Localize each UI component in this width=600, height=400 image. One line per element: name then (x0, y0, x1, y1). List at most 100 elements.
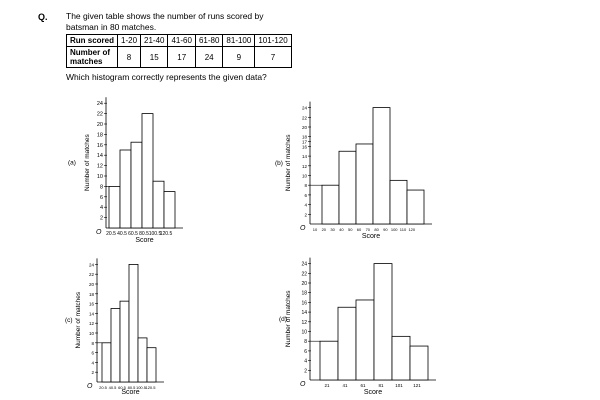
histogram-bar (108, 186, 121, 229)
y-tick-label: 24 (302, 106, 308, 111)
histogram-bar (101, 342, 112, 383)
origin-label: O (87, 383, 93, 390)
y-tick-label: 6 (100, 195, 103, 201)
x-tick-label: 80.5 (128, 385, 137, 390)
y-tick-label: 4 (100, 205, 103, 211)
histogram-bar (163, 191, 176, 229)
y-tick-label: 8 (100, 184, 103, 190)
histogram-bar (110, 308, 121, 383)
histogram-bar (119, 300, 130, 383)
y-tick-label: 6 (304, 193, 307, 198)
table-header-runs: Run scored (66, 34, 118, 47)
histogram-bar (321, 184, 340, 225)
x-axis-label: Score (135, 237, 153, 244)
x-tick-label: 40.5 (109, 385, 118, 390)
x-axis-label: Score (121, 389, 139, 396)
y-axis-label: Number of matches (84, 133, 91, 190)
y-tick-label: 6 (91, 351, 94, 356)
y-tick-label: 4 (304, 203, 307, 208)
y-tick-label: 18 (97, 132, 103, 138)
question-prompt: Which histogram correctly represents the… (66, 72, 267, 82)
y-tick-label: 16 (301, 300, 307, 306)
y-tick-label: 18 (301, 291, 307, 297)
histogram-bar (389, 179, 408, 225)
y-tick-label: 10 (301, 330, 307, 336)
y-tick-label: 12 (97, 164, 103, 170)
histogram-bar (406, 189, 425, 225)
x-tick-label: 120 (408, 227, 415, 232)
y-tick-label: 12 (301, 320, 307, 326)
histogram-bar (128, 263, 139, 383)
y-tick-label: 17 (302, 140, 308, 145)
y-tick-label: 6 (304, 349, 307, 355)
option-label: (a) (68, 160, 76, 167)
y-tick-label: 8 (304, 339, 307, 345)
x-tick-label: 50 (348, 227, 353, 232)
histogram-bar (319, 340, 339, 381)
question-label: Q. (38, 12, 48, 22)
x-tick-label: 40.5 (117, 231, 127, 237)
x-tick-label: 10 (313, 227, 318, 232)
runs-table: Run scored 1-20 21-40 41-60 61-80 81-100… (66, 34, 292, 68)
table-cell: 61-80 (194, 34, 224, 47)
y-axis-label: Number of matches (285, 290, 292, 347)
y-tick-label: 4 (304, 359, 307, 365)
histogram-bar (355, 299, 375, 381)
table-cell: 24 (194, 46, 224, 68)
y-axis-label: Number of matches (285, 134, 292, 191)
x-tick-label: 100.5 (149, 231, 162, 237)
x-tick-label: 70 (366, 227, 371, 232)
y-tick-label: 24 (301, 262, 307, 268)
x-tick-label: 101 (395, 383, 403, 388)
y-tick-label: 8 (91, 341, 94, 346)
x-tick-label: 81 (378, 383, 384, 388)
y-tick-label: 14 (97, 153, 103, 159)
x-tick-label: 100.5 (136, 385, 147, 390)
origin-label: O (300, 381, 306, 388)
x-tick-label: 80 (374, 227, 379, 232)
y-tick-label: 22 (302, 115, 308, 120)
x-tick-label: 110 (400, 227, 407, 232)
table-cell: 17 (167, 46, 196, 68)
x-tick-label: 41 (342, 383, 348, 388)
x-tick-label: 100 (391, 227, 398, 232)
x-tick-label: 20.5 (99, 385, 108, 390)
table-cell: 7 (254, 46, 292, 68)
table-cell: 21-40 (140, 34, 169, 47)
x-tick-label: 21 (324, 383, 330, 388)
x-axis-label: Score (364, 389, 382, 396)
x-tick-label: 120.5 (160, 231, 173, 237)
y-tick-label: 16 (302, 144, 308, 149)
x-tick-label: 90 (383, 227, 388, 232)
histogram-bar (146, 347, 157, 383)
y-tick-label: 2 (91, 370, 94, 375)
histogram-bar (141, 113, 154, 229)
option-label: (d) (279, 316, 287, 323)
y-tick-label: 2 (100, 216, 103, 222)
x-tick-label: 60.5 (118, 385, 127, 390)
y-tick-label: 14 (302, 154, 308, 159)
table-header-matches: Number of matches (66, 46, 118, 68)
y-tick-label: 16 (97, 143, 103, 149)
y-axis-label: Number of matches (75, 291, 82, 348)
x-tick-label: 20.5 (106, 231, 116, 237)
x-tick-label: 120.5 (145, 385, 156, 390)
y-tick-label: 16 (89, 302, 95, 307)
x-tick-label: 61 (360, 383, 366, 388)
table-row-runs: Run scored 1-20 21-40 41-60 61-80 81-100… (66, 34, 292, 47)
x-tick-label: 121 (413, 383, 421, 388)
y-tick-label: 20 (301, 281, 307, 287)
table-cell: 1-20 (116, 34, 142, 47)
y-tick-label: 20 (89, 282, 95, 287)
y-tick-label: 18 (302, 135, 308, 140)
y-tick-label: 10 (302, 174, 308, 179)
histogram-bar (338, 150, 357, 225)
table-cell: 15 (140, 46, 169, 68)
histogram-bar (137, 337, 148, 383)
y-tick-label: 24 (89, 262, 95, 267)
histogram-bar (130, 141, 143, 229)
question-text: The given table shows the number of runs… (66, 11, 306, 33)
y-tick-label: 10 (89, 331, 95, 336)
